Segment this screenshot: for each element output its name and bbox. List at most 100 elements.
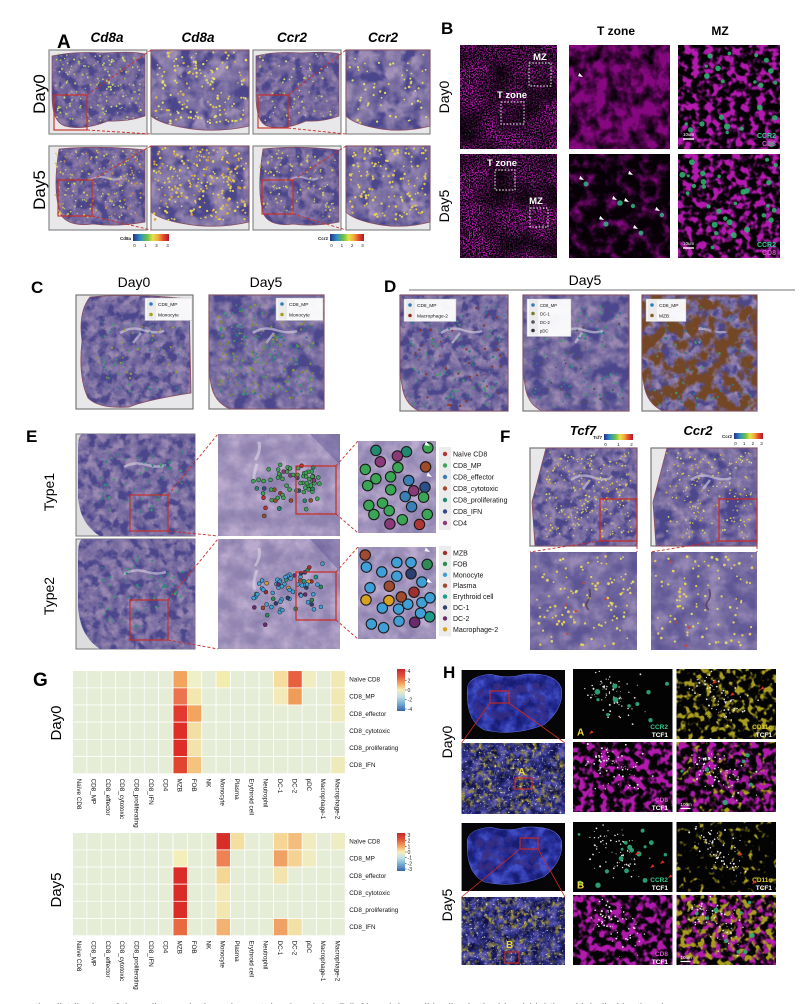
svg-text:Day5: Day5 bbox=[439, 888, 455, 921]
svg-text:4: 4 bbox=[408, 669, 411, 675]
svg-text:DC-2: DC-2 bbox=[453, 616, 469, 623]
svg-text:CD8: CD8 bbox=[655, 797, 668, 804]
svg-text:MZ: MZ bbox=[711, 24, 728, 38]
svg-text:CD8_cytotoxic: CD8_cytotoxic bbox=[118, 941, 125, 982]
svg-text:A: A bbox=[518, 767, 525, 778]
svg-text:Neutrophil: Neutrophil bbox=[262, 941, 269, 970]
svg-text:DC-2: DC-2 bbox=[290, 941, 297, 956]
svg-text:Type2: Type2 bbox=[41, 577, 57, 615]
svg-text:TCF1: TCF1 bbox=[756, 885, 773, 892]
svg-text:CD8_effector: CD8_effector bbox=[453, 475, 495, 482]
svg-text:NK: NK bbox=[204, 779, 211, 789]
svg-text:Day5: Day5 bbox=[30, 170, 49, 210]
svg-text:Erythroid cell: Erythroid cell bbox=[247, 779, 254, 815]
svg-text:10um: 10um bbox=[683, 241, 695, 246]
svg-text:0: 0 bbox=[408, 688, 411, 694]
svg-text:G: G bbox=[33, 670, 48, 691]
svg-text:Day5: Day5 bbox=[569, 272, 602, 288]
svg-text:Monocyte: Monocyte bbox=[158, 312, 179, 318]
svg-text:CCR2: CCR2 bbox=[757, 133, 776, 140]
svg-text:Day0: Day0 bbox=[118, 274, 151, 290]
svg-text:1: 1 bbox=[617, 442, 620, 447]
svg-text:B: B bbox=[577, 881, 584, 892]
svg-text:DC-1: DC-1 bbox=[540, 311, 550, 316]
svg-text:CD8_MP: CD8_MP bbox=[659, 303, 678, 309]
svg-text:MZ: MZ bbox=[529, 196, 543, 207]
svg-text:Neutrophil: Neutrophil bbox=[262, 779, 269, 808]
svg-text:CD8_IFN: CD8_IFN bbox=[349, 762, 376, 769]
svg-text:CCR2: CCR2 bbox=[757, 242, 776, 249]
svg-text:1: 1 bbox=[408, 844, 411, 850]
svg-text:CD8_IFN: CD8_IFN bbox=[349, 924, 376, 931]
svg-text:TCF1: TCF1 bbox=[652, 805, 669, 812]
svg-text:Macrophage-1: Macrophage-1 bbox=[319, 779, 326, 820]
svg-text:DC-1: DC-1 bbox=[276, 779, 283, 794]
svg-text:0: 0 bbox=[330, 243, 333, 248]
svg-text:E: E bbox=[26, 427, 37, 446]
svg-text:CD8_MP: CD8_MP bbox=[417, 303, 436, 309]
svg-text:DC-1: DC-1 bbox=[276, 941, 283, 956]
svg-text:H: H bbox=[443, 663, 455, 682]
svg-text:Macrophage-1: Macrophage-1 bbox=[319, 941, 326, 982]
svg-text:DC-1: DC-1 bbox=[453, 605, 469, 612]
svg-text:-4: -4 bbox=[408, 707, 413, 713]
svg-text:CD8_cytotoxic: CD8_cytotoxic bbox=[349, 728, 390, 735]
svg-text:2: 2 bbox=[752, 441, 755, 446]
svg-text:Naïve CD8: Naïve CD8 bbox=[453, 452, 487, 459]
svg-text:2: 2 bbox=[408, 839, 411, 845]
svg-text:-2: -2 bbox=[408, 698, 413, 704]
svg-text:2: 2 bbox=[630, 442, 633, 447]
svg-text:10um: 10um bbox=[681, 955, 693, 960]
svg-text:0: 0 bbox=[133, 243, 136, 248]
svg-text:MZ: MZ bbox=[533, 52, 547, 63]
svg-text:the distribution of the cell t: the distribution of the cell types in th… bbox=[35, 1002, 667, 1004]
svg-text:pDC: pDC bbox=[305, 941, 312, 954]
svg-text:3: 3 bbox=[408, 833, 411, 839]
svg-text:Erythroid cell: Erythroid cell bbox=[453, 594, 494, 601]
svg-text:3: 3 bbox=[166, 243, 169, 248]
svg-text:Ccr2: Ccr2 bbox=[368, 30, 399, 45]
svg-text:CD8_IFN: CD8_IFN bbox=[147, 941, 154, 968]
svg-text:CD8_proliferating: CD8_proliferating bbox=[133, 941, 140, 990]
svg-text:10um: 10um bbox=[683, 132, 695, 137]
svg-text:CD4: CD4 bbox=[161, 779, 168, 792]
svg-text:A: A bbox=[577, 728, 584, 739]
svg-text:Monocyte: Monocyte bbox=[219, 779, 226, 807]
svg-text:CCR2: CCR2 bbox=[650, 724, 668, 731]
svg-text:1: 1 bbox=[341, 243, 344, 248]
svg-text:0: 0 bbox=[734, 441, 737, 446]
svg-text:Day0: Day0 bbox=[436, 80, 452, 113]
svg-text:D: D bbox=[384, 277, 396, 296]
svg-text:Naïve CD8: Naïve CD8 bbox=[349, 838, 380, 845]
svg-text:F: F bbox=[500, 427, 510, 446]
svg-text:CD8_proliferating: CD8_proliferating bbox=[453, 498, 508, 505]
svg-text:TCF1: TCF1 bbox=[756, 732, 773, 739]
svg-text:Ccr2: Ccr2 bbox=[277, 30, 308, 45]
svg-text:CD8_cytotoxic: CD8_cytotoxic bbox=[349, 890, 390, 897]
svg-text:Monocyte: Monocyte bbox=[289, 312, 310, 318]
svg-text:TCF1: TCF1 bbox=[652, 885, 669, 892]
svg-text:1: 1 bbox=[743, 441, 746, 446]
svg-text:Day5: Day5 bbox=[48, 872, 65, 907]
svg-text:FOB: FOB bbox=[190, 779, 197, 792]
svg-text:B: B bbox=[441, 19, 453, 38]
svg-text:CD4: CD4 bbox=[161, 941, 168, 954]
svg-text:CD8_IFN: CD8_IFN bbox=[147, 779, 154, 806]
svg-text:Day0: Day0 bbox=[48, 705, 65, 740]
svg-text:CD8_effector: CD8_effector bbox=[104, 779, 111, 816]
svg-text:CD8_MP: CD8_MP bbox=[158, 302, 177, 308]
svg-text:2: 2 bbox=[155, 243, 158, 248]
svg-text:10um: 10um bbox=[681, 802, 693, 807]
svg-text:DC-2: DC-2 bbox=[540, 320, 550, 325]
svg-text:Cd8a: Cd8a bbox=[90, 30, 124, 45]
svg-text:Day0: Day0 bbox=[439, 725, 455, 758]
svg-text:Plasma: Plasma bbox=[453, 583, 476, 590]
svg-text:FOB: FOB bbox=[453, 561, 468, 568]
svg-text:CD8_MP: CD8_MP bbox=[540, 303, 557, 308]
svg-text:CCR2: CCR2 bbox=[650, 877, 668, 884]
svg-text:CD8_effector: CD8_effector bbox=[349, 873, 386, 880]
svg-text:CD8: CD8 bbox=[762, 250, 776, 257]
svg-text:-3: -3 bbox=[408, 867, 413, 873]
svg-text:B: B bbox=[506, 940, 513, 951]
svg-text:Tcf7: Tcf7 bbox=[593, 435, 602, 440]
